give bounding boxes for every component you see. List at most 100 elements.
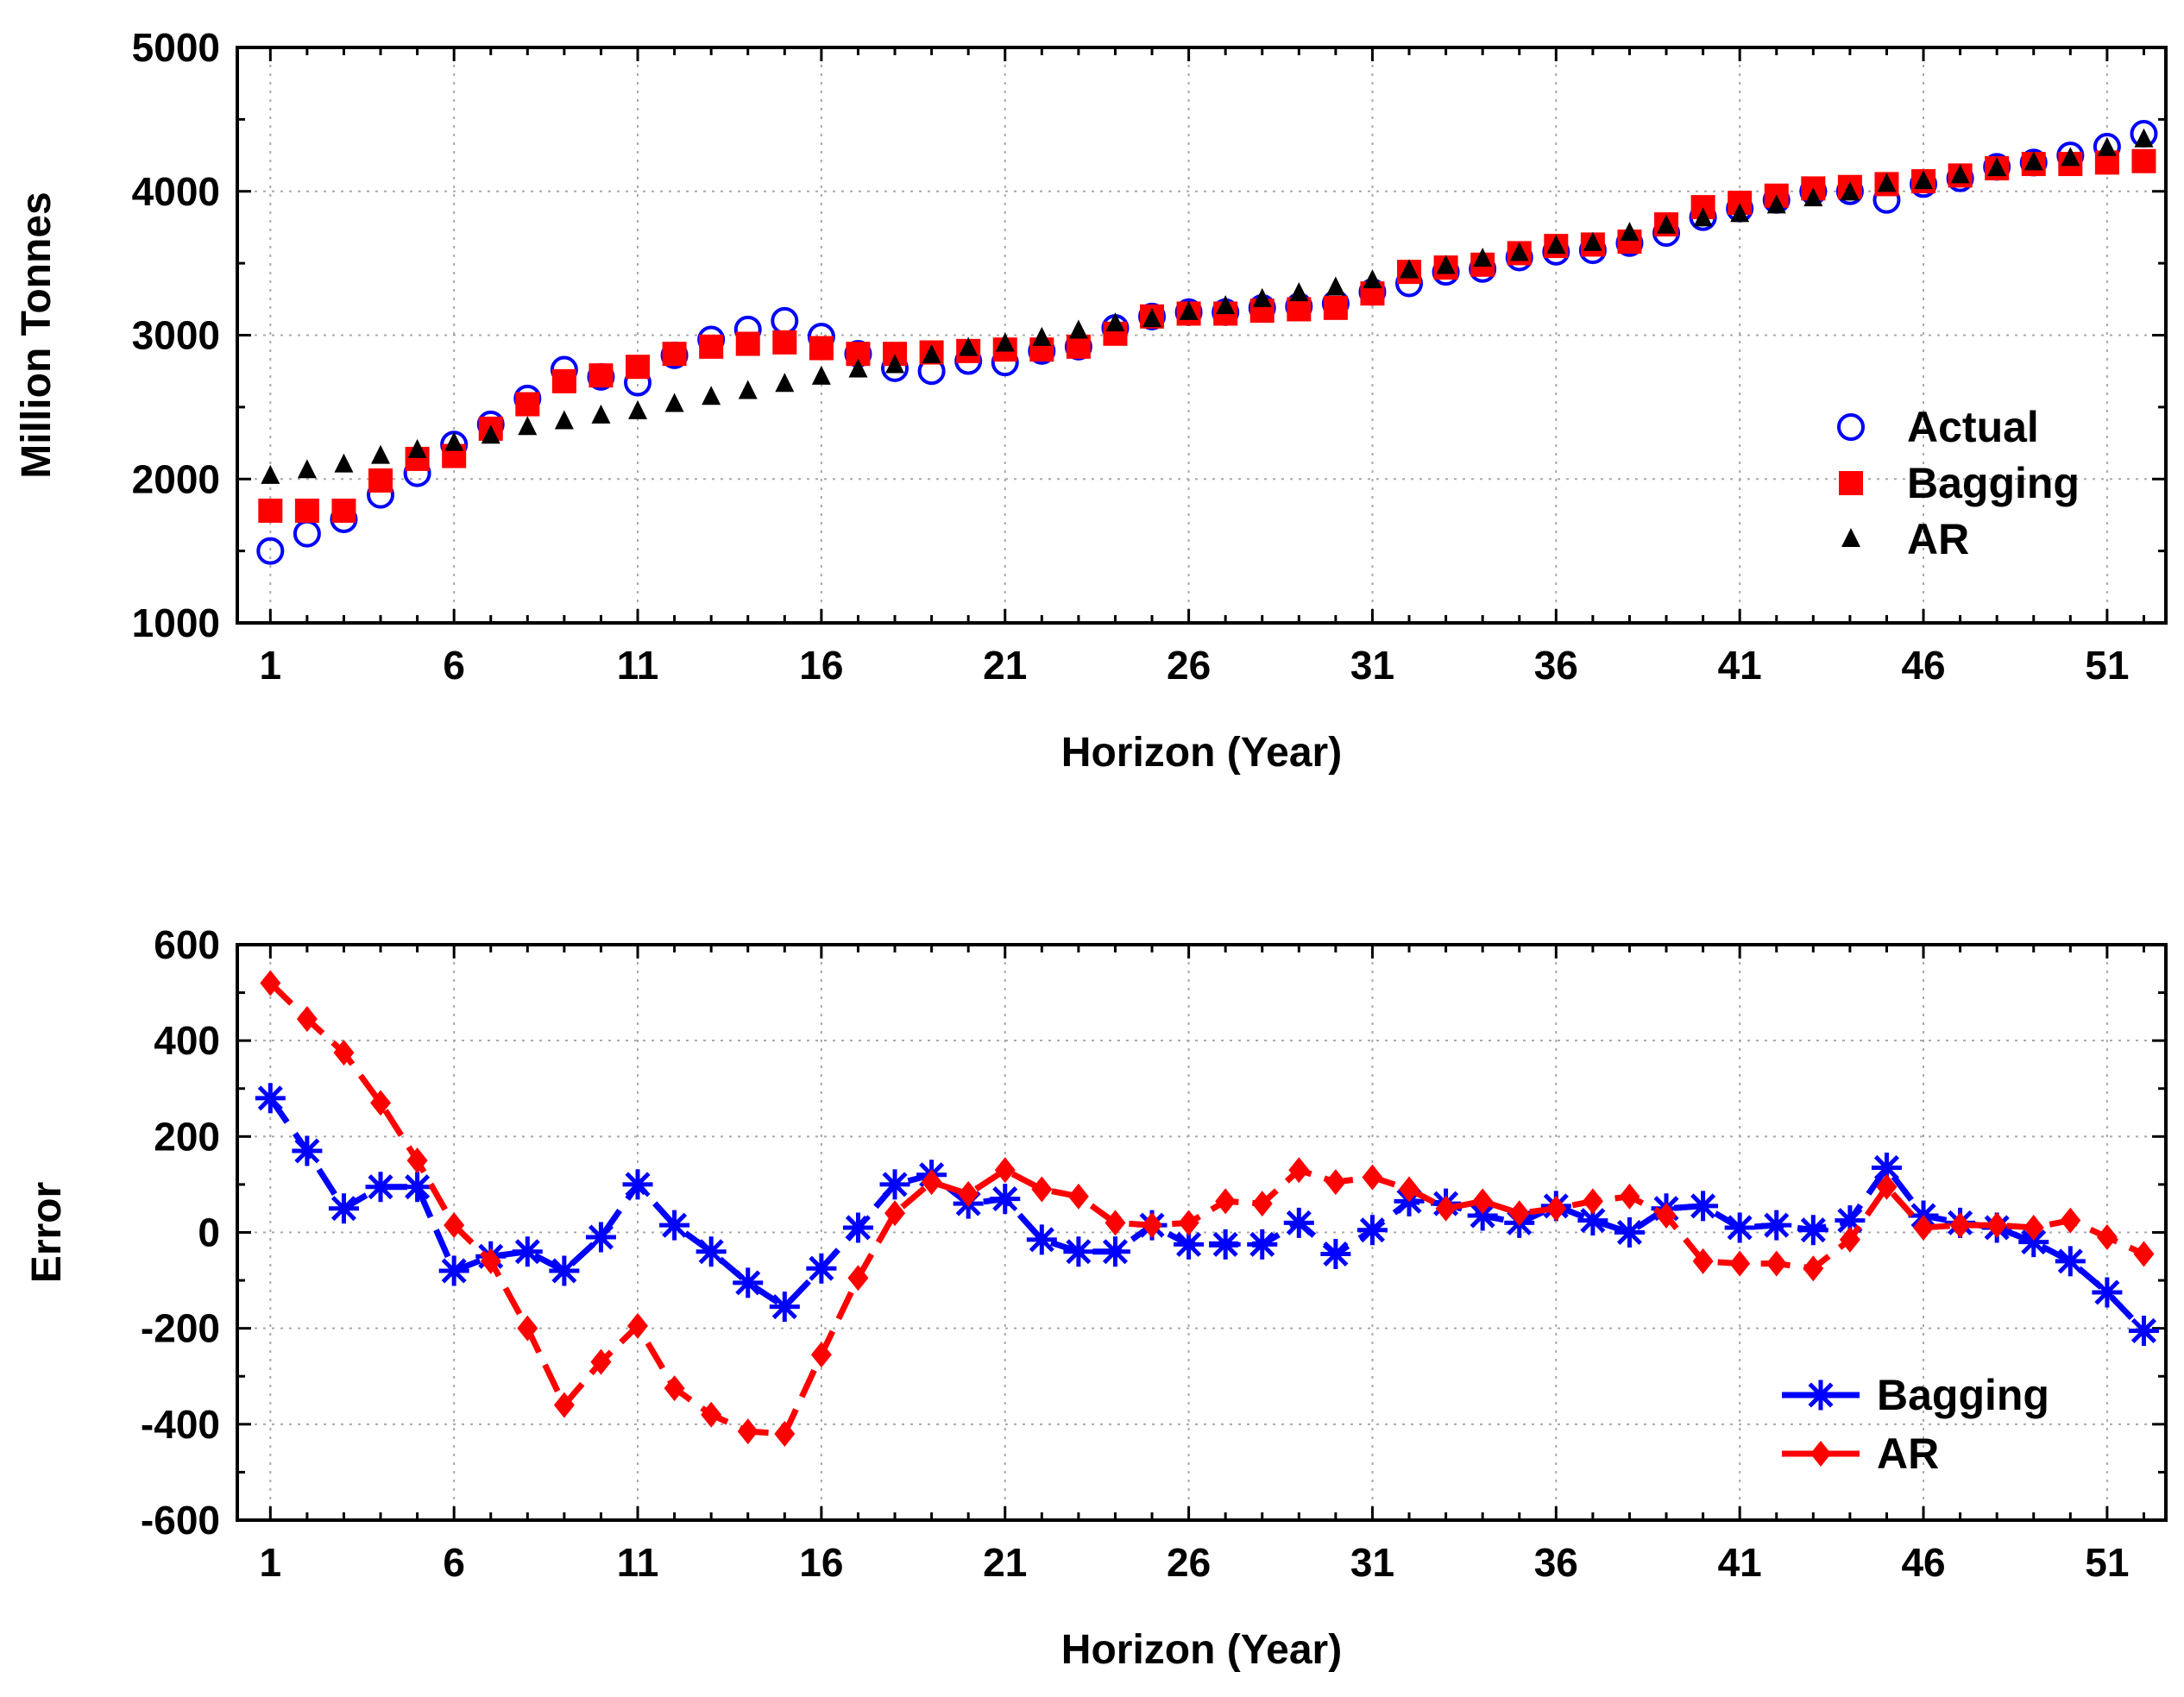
data-point-ar <box>1215 1188 1237 1215</box>
data-point-ar <box>517 1315 538 1342</box>
data-point-ar <box>1620 222 1640 242</box>
data-point-ar <box>1949 1212 1971 1239</box>
series-bagging <box>258 148 2156 523</box>
series-ar <box>261 128 2154 484</box>
data-point-ar <box>1545 1195 1567 1222</box>
data-point-bagging <box>255 1083 286 1114</box>
data-point-ar <box>1619 1183 1640 1210</box>
data-point-bagging <box>626 355 651 380</box>
data-point-ar <box>1472 1188 1494 1215</box>
data-point-ar <box>297 459 317 479</box>
y-tick-label: 600 <box>154 922 220 967</box>
data-point-bagging <box>1210 1229 1241 1260</box>
data-point-ar <box>1877 173 1897 192</box>
data-point-bagging <box>990 1184 1021 1215</box>
bottom-chart-forecast-errors: 1 6 11 16 21 26 31 36 41 46 51-600-400-20002004006… <box>24 922 2168 1673</box>
data-point-ar <box>407 438 427 458</box>
y-tick-label: 1000 <box>132 600 220 645</box>
data-point-ar <box>1289 282 1309 302</box>
data-point-ar <box>1803 1255 1824 1282</box>
data-point-bagging <box>2018 1227 2049 1258</box>
data-point-ar <box>1987 157 2007 177</box>
data-point-ar <box>2134 128 2154 148</box>
y-tick-label: 4000 <box>132 169 220 214</box>
data-point-ar <box>2024 151 2043 171</box>
data-point-bagging <box>622 1169 653 1200</box>
data-point-bagging <box>1320 1239 1351 1270</box>
data-point-ar <box>775 373 795 393</box>
data-point-bagging <box>292 1135 323 1166</box>
data-point-ar <box>1142 1212 1163 1239</box>
data-point-ar <box>922 343 941 363</box>
data-point-bagging <box>659 1210 690 1241</box>
data-point-actual <box>771 306 799 335</box>
data-point-ar <box>1692 1248 1714 1274</box>
series-line-ar <box>267 980 2145 1437</box>
x-tick-label: 36 <box>1534 643 1578 688</box>
data-point-ar <box>1031 1176 1053 1203</box>
data-point-ar <box>994 1157 1016 1184</box>
plot-frame <box>236 943 2168 1522</box>
series-bagging <box>255 1083 2159 1346</box>
data-point-ar <box>1179 300 1199 320</box>
data-point-ar <box>1178 1210 1199 1236</box>
data-point-ar <box>1729 1250 1751 1277</box>
data-point-actual <box>256 537 285 565</box>
data-point-actual <box>293 519 321 548</box>
x-tick-label: 31 <box>1350 643 1394 688</box>
data-point-ar <box>1325 276 1345 296</box>
x-axis-label: Horizon (Year) <box>1061 1627 1342 1673</box>
data-point-ar <box>1325 1169 1346 1196</box>
data-point-ar <box>1068 319 1088 339</box>
data-point-ar <box>518 416 538 436</box>
data-point-ar <box>1508 1200 1530 1227</box>
data-point-ar <box>885 354 905 374</box>
data-point-bagging <box>549 1255 580 1286</box>
x-tick-label: 1 <box>260 643 282 688</box>
data-point-ar <box>1067 1183 1089 1210</box>
data-point-bagging <box>328 1193 359 1224</box>
x-tick-label: 46 <box>1901 643 1945 688</box>
data-point-ar <box>553 1392 575 1418</box>
data-point-ar <box>1435 1195 1457 1222</box>
legend-label-bagging: Bagging <box>1907 459 2080 507</box>
data-point-bagging <box>842 1212 873 1243</box>
data-point-ar <box>1693 207 1713 227</box>
data-point-ar <box>628 399 648 419</box>
data-point-ar <box>2097 136 2117 156</box>
data-point-bagging <box>331 498 356 523</box>
y-tick-label: 400 <box>154 1018 220 1063</box>
data-point-bagging <box>1066 334 1091 359</box>
legend: Bagging AR <box>1782 1371 2049 1478</box>
data-point-ar <box>1105 1210 1126 1236</box>
data-point-ar <box>738 380 758 399</box>
x-tick-label: 21 <box>983 643 1027 688</box>
data-point-ar <box>480 1248 501 1274</box>
data-point-bagging <box>438 1255 469 1286</box>
data-point-ar <box>370 1090 392 1116</box>
data-point-ar <box>333 1040 355 1066</box>
legend-marker-bagging <box>1805 1380 1836 1411</box>
data-point-ar <box>958 1181 979 1208</box>
series-ar <box>260 970 2155 1447</box>
x-tick-label: 31 <box>1350 1540 1394 1585</box>
data-point-bagging <box>402 1172 433 1203</box>
y-tick-label: 200 <box>154 1114 220 1159</box>
data-point-ar <box>1950 164 1970 184</box>
data-point-ar <box>811 365 831 385</box>
data-point-ar <box>1730 203 1750 223</box>
data-point-ar <box>444 431 464 451</box>
legend-label-ar: AR <box>1907 515 1969 563</box>
series-actual <box>256 120 2158 565</box>
y-tick-label: 3000 <box>132 313 220 358</box>
data-point-ar <box>1142 308 1162 328</box>
data-point-ar <box>296 1006 318 1033</box>
data-point-ar <box>590 1348 612 1375</box>
data-point-bagging <box>2055 1246 2086 1277</box>
data-point-bagging <box>258 498 283 523</box>
y-tick-label: 0 <box>198 1210 220 1255</box>
data-point-bagging <box>1063 1236 1094 1267</box>
data-point-bagging <box>1247 1229 1278 1260</box>
data-point-bagging <box>1614 1217 1645 1248</box>
y-tick-label: 2000 <box>132 456 220 501</box>
